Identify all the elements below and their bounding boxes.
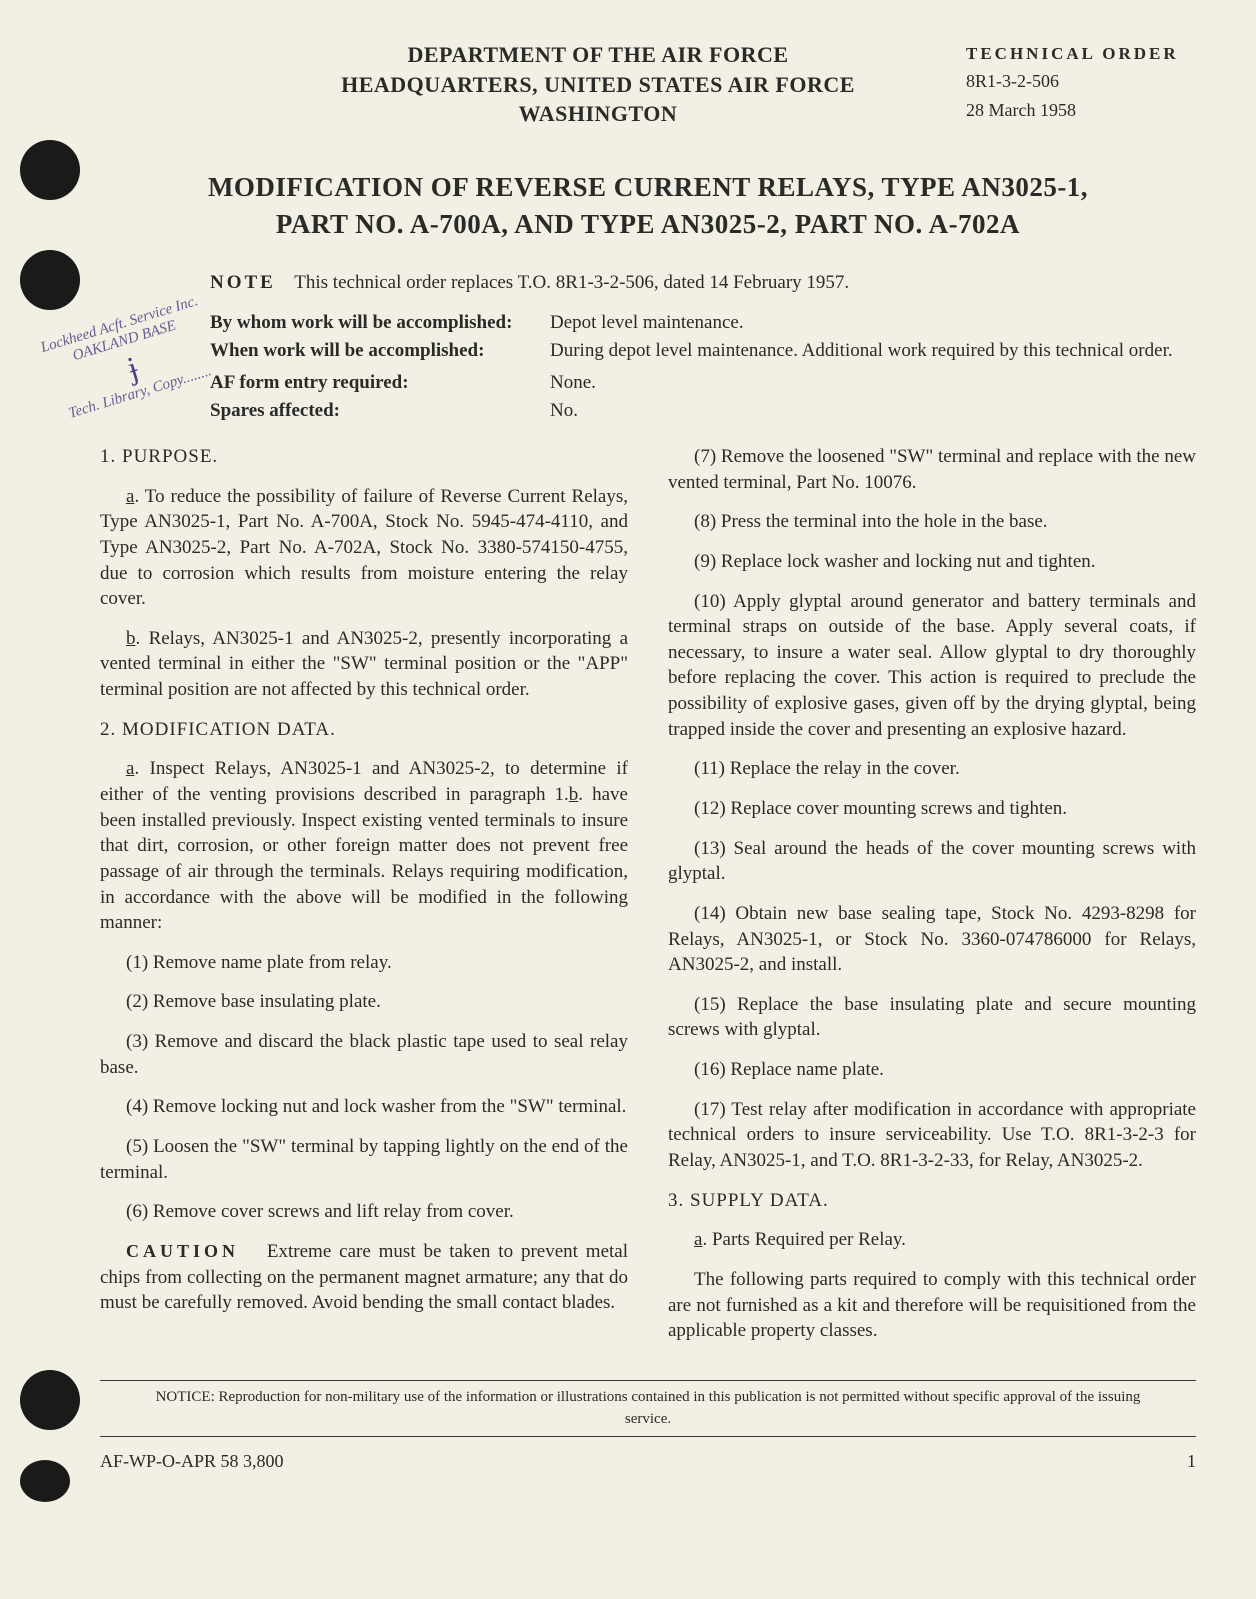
header-center: DEPARTMENT OF THE AIR FORCE HEADQUARTERS… bbox=[230, 40, 966, 129]
caution-block: CAUTION Extreme care must be taken to pr… bbox=[100, 1239, 628, 1316]
document-header: DEPARTMENT OF THE AIR FORCE HEADQUARTERS… bbox=[100, 40, 1196, 129]
paragraph: b. Relays, AN3025-1 and AN3025-2, presen… bbox=[100, 626, 628, 703]
para-text: Inspect Relays, AN3025-1 and AN3025-2, t… bbox=[100, 758, 628, 933]
step: (13) Seal around the heads of the cover … bbox=[668, 836, 1196, 887]
paragraph: a. Inspect Relays, AN3025-1 and AN3025-2… bbox=[100, 756, 628, 935]
meta-value: No. bbox=[550, 400, 1196, 422]
meta-table: By whom work will be accomplished: Depot… bbox=[210, 312, 1196, 422]
body-columns: 1. PURPOSE. a. To reduce the possibility… bbox=[100, 444, 1196, 1358]
section-heading: 1. PURPOSE. bbox=[100, 444, 628, 470]
meta-value: None. bbox=[550, 372, 1196, 394]
footer-left: AF-WP-O-APR 58 3,800 bbox=[100, 1451, 284, 1472]
title-line: PART NO. A-700A, AND TYPE AN3025-2, PART… bbox=[100, 206, 1196, 242]
header-right: TECHNICAL ORDER 8R1-3-2-506 28 March 195… bbox=[966, 40, 1196, 125]
meta-row: When work will be accomplished: During d… bbox=[210, 340, 1196, 362]
hole-punch bbox=[20, 1460, 70, 1502]
reproduction-notice: NOTICE: Reproduction for non-military us… bbox=[100, 1380, 1196, 1438]
step: (15) Replace the base insulating plate a… bbox=[668, 992, 1196, 1043]
step: (1) Remove name plate from relay. bbox=[100, 950, 628, 976]
note-label: NOTE bbox=[210, 272, 276, 293]
note-block: NOTE This technical order replaces T.O. … bbox=[210, 272, 1196, 294]
para-text: Relays, AN3025-1 and AN3025-2, presently… bbox=[100, 628, 628, 700]
meta-label: AF form entry required: bbox=[210, 372, 550, 394]
paragraph: a. Parts Required per Relay. bbox=[668, 1227, 1196, 1253]
left-column: 1. PURPOSE. a. To reduce the possibility… bbox=[100, 444, 628, 1358]
step: (11) Replace the relay in the cover. bbox=[668, 756, 1196, 782]
paragraph: The following parts required to comply w… bbox=[668, 1267, 1196, 1344]
step: (10) Apply glyptal around generator and … bbox=[668, 589, 1196, 743]
document-page: Lockheed Acft. Service Inc. OAKLAND BASE… bbox=[0, 0, 1256, 1599]
paragraph: a. To reduce the possibility of failure … bbox=[100, 484, 628, 612]
section-heading: 3. SUPPLY DATA. bbox=[668, 1188, 1196, 1214]
technical-order-label: TECHNICAL ORDER bbox=[966, 40, 1196, 67]
meta-value: During depot level maintenance. Addition… bbox=[550, 340, 1196, 362]
para-text: Parts Required per Relay. bbox=[712, 1229, 906, 1250]
city-line: WASHINGTON bbox=[230, 99, 966, 129]
step: (9) Replace lock washer and locking nut … bbox=[668, 549, 1196, 575]
step: (5) Loosen the "SW" terminal by tapping … bbox=[100, 1134, 628, 1185]
section-heading: 2. MODIFICATION DATA. bbox=[100, 717, 628, 743]
meta-label: By whom work will be accomplished: bbox=[210, 312, 550, 334]
caution-label: CAUTION bbox=[126, 1241, 239, 1261]
step: (4) Remove locking nut and lock washer f… bbox=[100, 1094, 628, 1120]
step: (2) Remove base insulating plate. bbox=[100, 989, 628, 1015]
right-column: (7) Remove the loosened "SW" terminal an… bbox=[668, 444, 1196, 1358]
step: (16) Replace name plate. bbox=[668, 1057, 1196, 1083]
stamp-signature: ɉ bbox=[123, 349, 142, 386]
step: (7) Remove the loosened "SW" terminal an… bbox=[668, 444, 1196, 495]
step: (8) Press the terminal into the hole in … bbox=[668, 509, 1196, 535]
meta-row: Spares affected: No. bbox=[210, 400, 1196, 422]
step: (12) Replace cover mounting screws and t… bbox=[668, 796, 1196, 822]
meta-label: Spares affected: bbox=[210, 400, 550, 422]
step: (17) Test relay after modification in ac… bbox=[668, 1097, 1196, 1174]
step: (14) Obtain new base sealing tape, Stock… bbox=[668, 901, 1196, 978]
hole-punch bbox=[20, 1370, 80, 1430]
meta-row: AF form entry required: None. bbox=[210, 372, 1196, 394]
note-text: This technical order replaces T.O. 8R1-3… bbox=[294, 272, 849, 293]
order-date: 28 March 1958 bbox=[966, 96, 1196, 125]
para-text: To reduce the possibility of failure of … bbox=[100, 486, 628, 610]
order-number: 8R1-3-2-506 bbox=[966, 67, 1196, 96]
page-footer: AF-WP-O-APR 58 3,800 1 bbox=[100, 1451, 1196, 1472]
meta-row: By whom work will be accomplished: Depot… bbox=[210, 312, 1196, 334]
hq-line: HEADQUARTERS, UNITED STATES AIR FORCE bbox=[230, 70, 966, 100]
page-number: 1 bbox=[1187, 1451, 1196, 1472]
hole-punch bbox=[20, 250, 80, 310]
step: (6) Remove cover screws and lift relay f… bbox=[100, 1199, 628, 1225]
dept-line: DEPARTMENT OF THE AIR FORCE bbox=[230, 40, 966, 70]
meta-label: When work will be accomplished: bbox=[210, 340, 550, 362]
document-title: MODIFICATION OF REVERSE CURRENT RELAYS, … bbox=[100, 169, 1196, 242]
meta-value: Depot level maintenance. bbox=[550, 312, 1196, 334]
step: (3) Remove and discard the black plastic… bbox=[100, 1029, 628, 1080]
title-line: MODIFICATION OF REVERSE CURRENT RELAYS, … bbox=[100, 169, 1196, 205]
hole-punch bbox=[20, 140, 80, 200]
